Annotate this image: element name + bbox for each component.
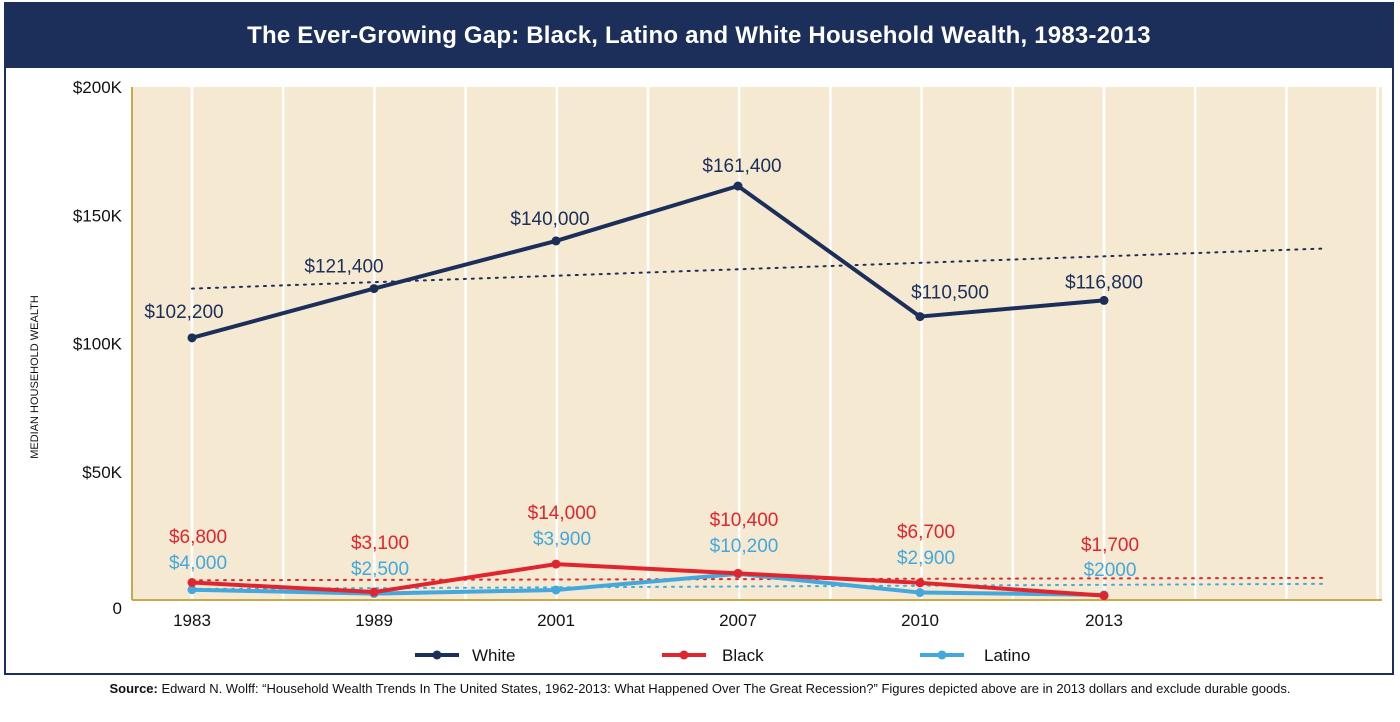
data-label-black: $1,700 <box>1081 535 1139 556</box>
data-point-white <box>369 284 379 294</box>
chart-title: The Ever-Growing Gap: Black, Latino and … <box>6 4 1392 68</box>
data-label-black: $6,700 <box>897 522 955 543</box>
legend-label-white: White <box>472 646 515 665</box>
y-tick-label: $100K <box>73 335 123 354</box>
series-line-latino <box>191 571 1105 597</box>
legend-label-black: Black <box>722 646 764 665</box>
data-label-black: $10,400 <box>710 510 779 531</box>
data-label-black: $3,100 <box>351 533 409 554</box>
source-note: Source: Edward N. Wolff: “Household Weal… <box>0 681 1400 696</box>
legend-label-latino: Latino <box>984 646 1030 665</box>
legend-marker-white <box>432 650 442 660</box>
data-label-latino: $3,900 <box>533 529 591 550</box>
data-label-white: $121,400 <box>304 257 383 278</box>
data-point-latino <box>915 588 925 598</box>
x-tick-label: 2013 <box>1085 611 1123 630</box>
x-tick-label: 1989 <box>355 611 393 630</box>
data-label-black: $6,800 <box>169 527 227 548</box>
data-point-black <box>551 559 561 569</box>
data-label-white: $161,400 <box>702 156 781 177</box>
data-label-latino: $2,500 <box>351 559 409 580</box>
x-tick-label: 2010 <box>901 611 939 630</box>
data-point-black <box>187 578 197 588</box>
data-label-latino: $2,900 <box>897 548 955 569</box>
x-tick-label: 2001 <box>537 611 575 630</box>
data-point-white <box>915 312 925 322</box>
data-label-black: $14,000 <box>528 503 597 524</box>
data-label-latino: $2000 <box>1084 560 1137 581</box>
data-point-black <box>1099 591 1109 601</box>
y-axis-title: MEDIAN HOUSEHOLD WEALTH <box>29 295 41 459</box>
x-tick-label: 2007 <box>719 611 757 630</box>
data-label-white: $110,500 <box>911 283 989 304</box>
plot-background <box>132 87 1382 600</box>
y-tick-label: $50K <box>82 463 122 482</box>
data-point-black <box>915 578 925 588</box>
data-label-white: $140,000 <box>510 209 589 230</box>
source-prefix: Source: <box>109 681 158 696</box>
data-point-white <box>187 333 197 343</box>
data-point-latino <box>187 585 197 595</box>
data-label-latino: $4,000 <box>169 553 227 574</box>
legend-marker-latino <box>937 650 947 660</box>
x-tick-label: 1983 <box>173 611 211 630</box>
series-line-black <box>191 562 1105 598</box>
y-tick-label: 0 <box>113 599 122 618</box>
source-text: Edward N. Wolff: “Household Wealth Trend… <box>161 681 1291 696</box>
y-tick-label: $150K <box>73 206 123 225</box>
data-point-white <box>733 181 743 191</box>
series-line-white <box>191 184 1105 340</box>
data-point-white <box>1099 295 1109 305</box>
data-label-latino: $10,200 <box>710 536 779 557</box>
line-chart: 0 $50K $100K $150K $200K MEDIAN HOUSEHOLD WEA… <box>29 78 1382 665</box>
data-point-latino <box>551 585 561 595</box>
data-point-black <box>733 568 743 578</box>
data-point-white <box>551 236 561 246</box>
data-label-white: $102,200 <box>144 302 223 323</box>
data-label-white: $116,800 <box>1065 272 1143 293</box>
data-point-black <box>369 587 379 597</box>
legend-marker-black <box>679 650 689 660</box>
y-tick-label: $200K <box>73 78 123 97</box>
